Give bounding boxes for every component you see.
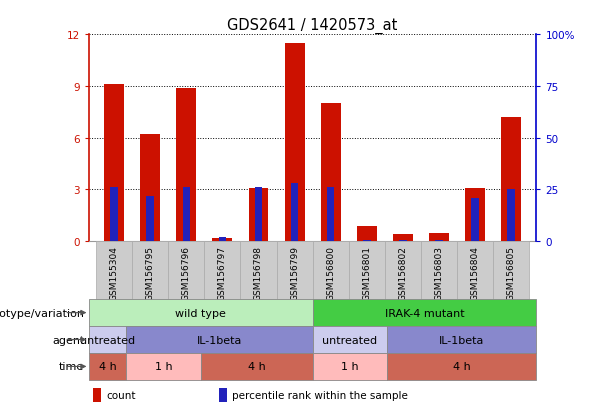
Bar [177, 88, 196, 242]
Text: wild type: wild type [175, 308, 226, 318]
Bar [104, 85, 124, 242]
Bar [501, 118, 521, 242]
FancyBboxPatch shape [387, 326, 536, 353]
FancyBboxPatch shape [201, 353, 313, 380]
Bar [399, 240, 406, 242]
Text: GSM156803: GSM156803 [435, 246, 443, 301]
FancyBboxPatch shape [126, 326, 313, 353]
FancyBboxPatch shape [313, 299, 536, 326]
Text: time: time [59, 361, 85, 372]
Title: GDS2641 / 1420573_at: GDS2641 / 1420573_at [227, 18, 398, 34]
Bar [219, 237, 226, 242]
Text: untreated: untreated [80, 335, 135, 345]
Bar [213, 238, 232, 242]
Bar [465, 188, 485, 242]
Text: GSM156796: GSM156796 [182, 246, 191, 301]
FancyBboxPatch shape [387, 353, 536, 380]
Bar [249, 188, 268, 242]
Bar [110, 188, 118, 242]
Text: 1 h: 1 h [341, 361, 359, 372]
Text: GSM156795: GSM156795 [146, 246, 154, 301]
Bar [255, 188, 262, 242]
Text: 4 h: 4 h [99, 361, 116, 372]
Bar [219, 388, 227, 402]
Text: GSM156804: GSM156804 [471, 246, 479, 300]
Text: GSM156798: GSM156798 [254, 246, 263, 301]
FancyBboxPatch shape [313, 353, 387, 380]
Text: 4 h: 4 h [248, 361, 265, 372]
Text: GSM156797: GSM156797 [218, 246, 227, 301]
Text: IL-1beta: IL-1beta [197, 335, 242, 345]
Bar [291, 184, 299, 242]
Bar [183, 188, 190, 242]
Text: GSM156801: GSM156801 [362, 246, 371, 301]
FancyBboxPatch shape [169, 242, 204, 299]
Text: 1 h: 1 h [154, 361, 172, 372]
FancyBboxPatch shape [385, 242, 421, 299]
Bar [321, 104, 341, 242]
Text: GSM155304: GSM155304 [110, 246, 119, 300]
Bar [140, 135, 160, 242]
Bar [471, 198, 479, 242]
FancyBboxPatch shape [89, 353, 126, 380]
FancyBboxPatch shape [89, 299, 313, 326]
Bar [435, 240, 443, 242]
FancyBboxPatch shape [89, 326, 126, 353]
FancyBboxPatch shape [313, 326, 387, 353]
FancyBboxPatch shape [126, 353, 201, 380]
Bar [508, 190, 515, 242]
FancyBboxPatch shape [276, 242, 313, 299]
Bar [284, 44, 305, 242]
Bar [327, 188, 335, 242]
Text: IL-1beta: IL-1beta [439, 335, 484, 345]
Bar [147, 196, 154, 242]
FancyBboxPatch shape [132, 242, 169, 299]
Text: percentile rank within the sample: percentile rank within the sample [232, 390, 408, 401]
FancyBboxPatch shape [313, 242, 349, 299]
FancyBboxPatch shape [349, 242, 385, 299]
Bar [357, 226, 376, 242]
Text: 4 h: 4 h [453, 361, 471, 372]
FancyBboxPatch shape [204, 242, 240, 299]
FancyBboxPatch shape [493, 242, 529, 299]
Text: GSM156805: GSM156805 [506, 246, 516, 301]
Bar [93, 388, 101, 402]
Text: IRAK-4 mutant: IRAK-4 mutant [385, 308, 464, 318]
FancyBboxPatch shape [421, 242, 457, 299]
Text: genotype/variation: genotype/variation [0, 308, 85, 318]
Text: GSM156802: GSM156802 [398, 246, 408, 300]
Bar [363, 240, 370, 242]
Bar [429, 233, 449, 242]
Bar [393, 235, 413, 242]
FancyBboxPatch shape [457, 242, 493, 299]
Text: agent: agent [52, 335, 85, 345]
Text: GSM156800: GSM156800 [326, 246, 335, 301]
FancyBboxPatch shape [96, 242, 132, 299]
FancyBboxPatch shape [240, 242, 276, 299]
Text: GSM156799: GSM156799 [290, 246, 299, 301]
Text: untreated: untreated [322, 335, 378, 345]
Text: count: count [107, 390, 136, 401]
